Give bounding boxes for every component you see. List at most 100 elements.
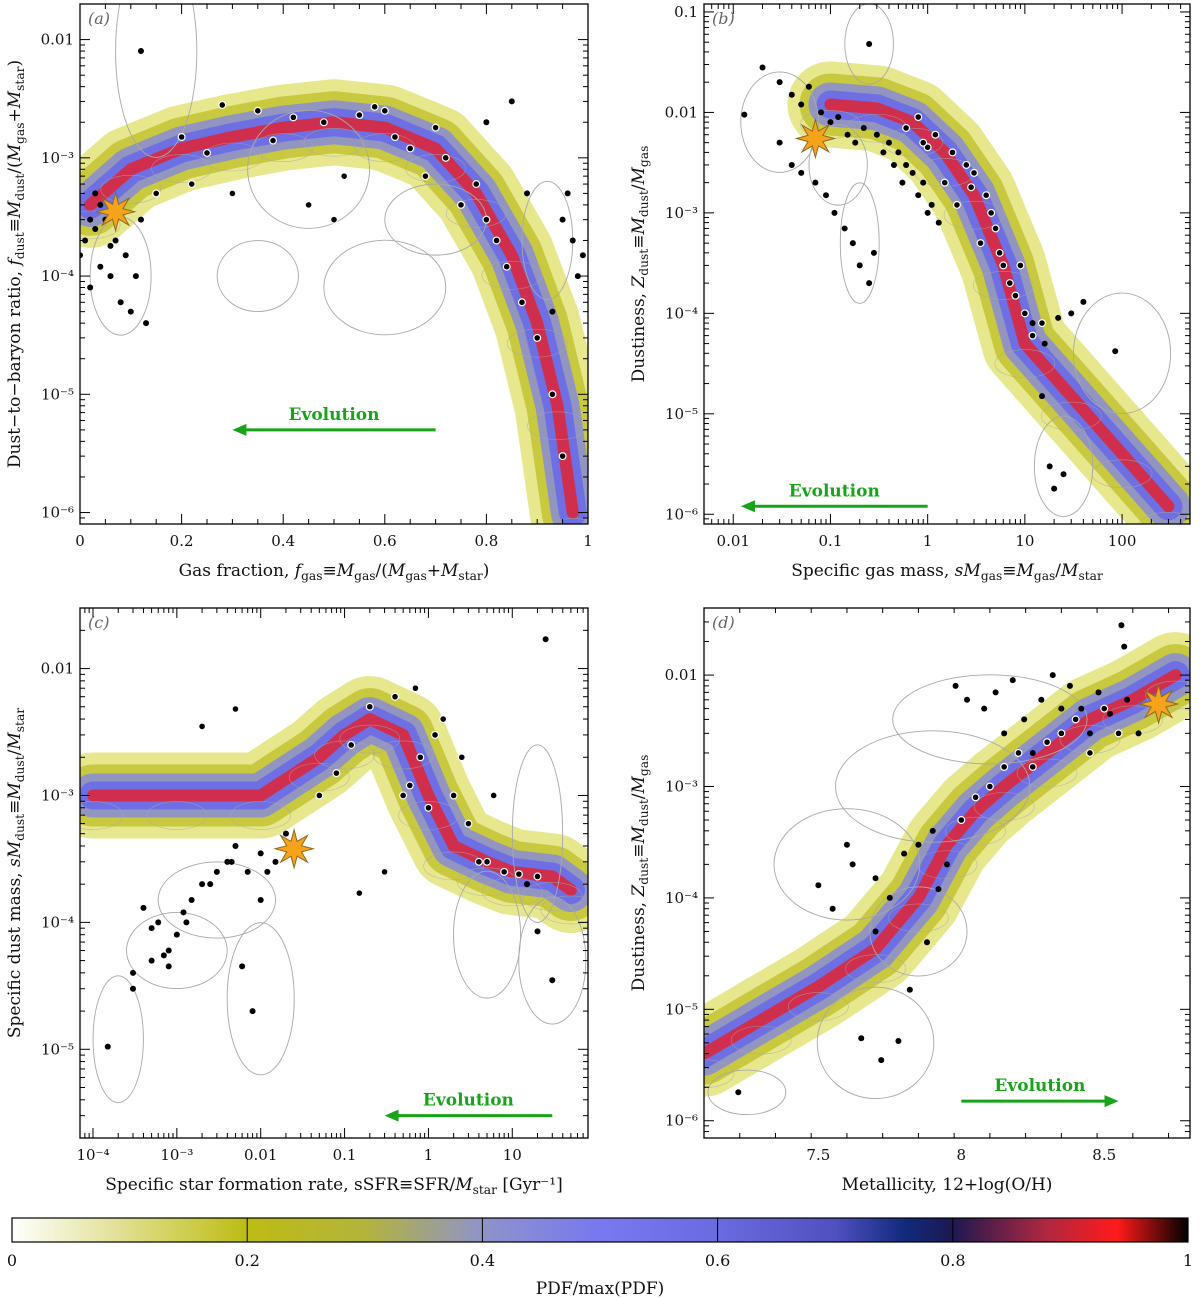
y-tick-label: 10⁻⁵	[41, 1040, 74, 1058]
data-point	[390, 133, 399, 142]
data-point	[559, 216, 566, 223]
error-ellipse	[945, 816, 1006, 846]
data-point	[1011, 291, 1020, 300]
error-ellipse	[1091, 459, 1153, 489]
data-point	[1078, 705, 1085, 712]
error-ellipse	[521, 882, 583, 911]
x-tick-label: 8	[957, 1146, 967, 1164]
data-point	[218, 100, 227, 109]
error-ellipse	[1145, 680, 1190, 710]
x-tick-label: 0.01	[244, 1146, 277, 1164]
data-point	[812, 179, 819, 186]
data-point	[1009, 677, 1016, 684]
data-point	[431, 123, 440, 132]
data-point	[1100, 704, 1109, 713]
data-point	[239, 963, 246, 970]
data-point	[97, 263, 104, 270]
error-ellipse	[1040, 401, 1102, 431]
x-tick-label: 1	[583, 532, 593, 550]
error-ellipse	[230, 801, 292, 830]
evolution-label: Evolution	[423, 1091, 514, 1111]
data-point	[224, 858, 231, 865]
data-point	[82, 237, 89, 244]
error-ellipse	[115, 4, 198, 158]
data-point	[982, 191, 991, 200]
data-point	[931, 130, 940, 139]
data-point	[143, 320, 150, 327]
data-point	[952, 682, 959, 689]
data-point	[1020, 309, 1029, 318]
data-point	[92, 190, 99, 197]
data-point	[805, 83, 812, 90]
error-ellipse	[740, 71, 819, 173]
plot-area	[80, 4, 588, 524]
data-point	[370, 102, 379, 111]
data-point	[431, 730, 440, 739]
data-point	[549, 977, 556, 984]
error-ellipse	[80, 210, 121, 240]
data-point	[735, 1089, 742, 1096]
data-point	[860, 124, 867, 131]
data-point	[355, 889, 364, 898]
error-ellipse	[540, 895, 588, 925]
data-point	[962, 160, 971, 169]
data-point	[112, 237, 119, 244]
evolution-arrow-head	[740, 500, 755, 513]
error-ellipse	[808, 124, 868, 206]
data-point	[129, 969, 136, 976]
data-point	[137, 48, 144, 55]
error-ellipse	[994, 349, 1056, 378]
data-point	[1055, 314, 1062, 321]
data-point	[1029, 749, 1036, 756]
data-point	[1086, 730, 1093, 737]
data-point	[508, 98, 515, 105]
error-ellipse	[1138, 512, 1190, 524]
x-tick-label: 0.01	[717, 532, 750, 550]
data-point	[1121, 643, 1128, 650]
y-tick-label: 10⁻⁶	[665, 505, 698, 523]
milky-way-star	[273, 827, 316, 870]
data-point	[1038, 696, 1045, 703]
data-point	[935, 886, 942, 893]
data-point	[895, 149, 902, 156]
data-point	[137, 216, 144, 223]
y-tick-label: 10⁻⁵	[665, 405, 698, 423]
data-point	[903, 161, 910, 168]
colorbar-tick-label: 0.8	[940, 1251, 965, 1270]
data-point	[1112, 348, 1119, 355]
data-point	[899, 179, 906, 186]
x-axis-title: Specific gas mass, sMgas​≡Mgas​/Mstar​	[791, 561, 1103, 583]
data-point	[257, 850, 264, 857]
y-tick-label: 10⁻⁵	[665, 1000, 698, 1018]
data-point	[549, 308, 556, 315]
data-point	[80, 252, 83, 259]
data-point	[841, 225, 848, 232]
panel-label: (b)	[712, 9, 735, 28]
y-tick-label: 10⁻⁵	[41, 385, 74, 403]
colorbar-gradient	[11, 1217, 1189, 1243]
data-point	[1041, 340, 1048, 347]
error-ellipse	[481, 877, 543, 907]
x-axis-title: Metallicity, 12+log(O/H)	[842, 1175, 1053, 1195]
x-tick-label: 0.1	[819, 532, 843, 550]
data-point	[981, 705, 988, 712]
error-ellipse	[835, 730, 1031, 843]
data-point	[173, 931, 180, 938]
x-axis-title: Gas fraction, fgas​≡Mgas​/(Mgas​+Mstar​)	[179, 561, 490, 583]
pdf-band-red	[704, 669, 1182, 1060]
data-point	[952, 200, 961, 209]
data-point	[902, 123, 911, 132]
data-point	[257, 897, 264, 904]
data-point	[886, 894, 893, 901]
data-point	[1043, 738, 1052, 747]
data-point	[870, 249, 877, 256]
milky-way-star	[94, 190, 137, 233]
data-point	[207, 881, 214, 888]
data-point	[1071, 715, 1080, 724]
error-ellipse	[481, 260, 543, 290]
error-ellipse	[226, 922, 295, 1076]
data-point	[1066, 682, 1073, 689]
data-point	[107, 273, 114, 280]
data-point	[524, 190, 531, 197]
data-point	[991, 224, 1000, 233]
